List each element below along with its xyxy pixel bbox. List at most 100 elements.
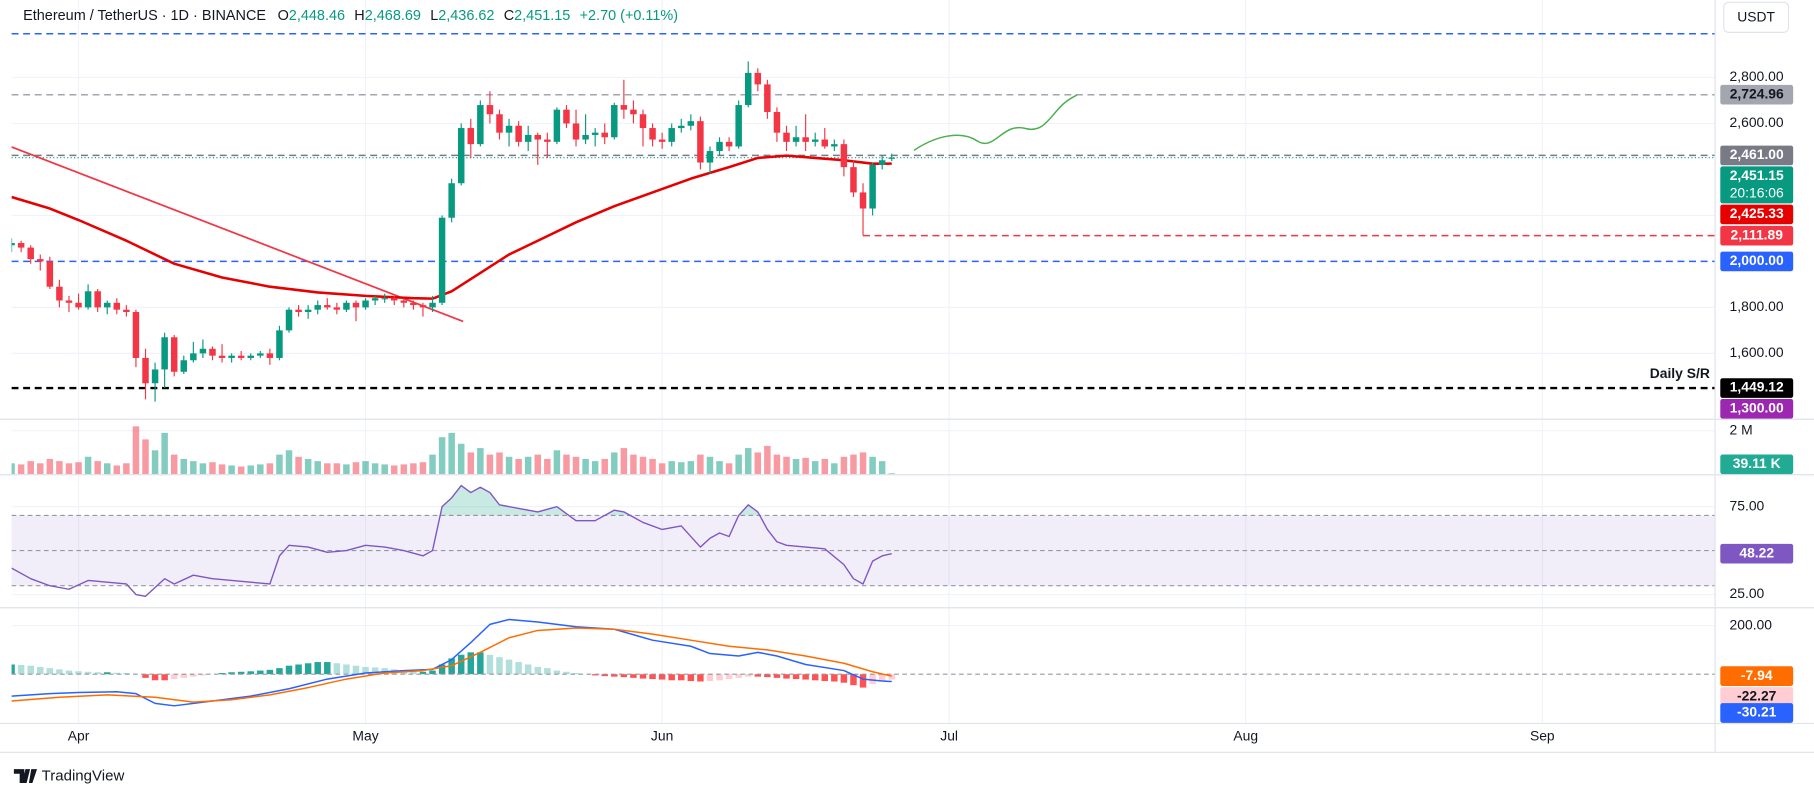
macd-histogram-bar xyxy=(362,666,369,675)
volume-bar xyxy=(620,448,628,475)
volume-bar xyxy=(65,463,73,475)
volume-pane xyxy=(11,426,895,475)
candle-body xyxy=(611,105,618,138)
x-tick-label: Jul xyxy=(940,727,958,743)
x-tick-label: Aug xyxy=(1233,727,1258,743)
macd-histogram-bar xyxy=(285,665,293,675)
volume-bar xyxy=(831,463,838,475)
macd-histogram-bar xyxy=(773,674,781,678)
volume-bar xyxy=(400,464,408,475)
candle-body xyxy=(257,353,264,356)
volume-bar xyxy=(170,454,178,475)
volume-bar xyxy=(104,463,111,475)
currency-button-frame[interactable] xyxy=(1723,1,1790,33)
volume-bar xyxy=(37,463,44,475)
macd-histogram-bar xyxy=(496,657,503,675)
price-label-box xyxy=(1720,399,1794,419)
volume-bar xyxy=(477,448,484,475)
symbol: Ethereum / TetherUS · 1D · BINANCE xyxy=(23,8,266,24)
volume-bar xyxy=(56,461,63,475)
macd-histogram-bar xyxy=(505,659,513,675)
macd-histogram-bar xyxy=(477,652,484,675)
macd-histogram-bar xyxy=(218,672,226,675)
volume-bar xyxy=(84,456,92,475)
candle-body xyxy=(419,305,427,308)
candle-body xyxy=(630,109,637,115)
candle-body xyxy=(304,309,312,312)
trendline xyxy=(11,146,464,323)
price-label: 2,461.00 xyxy=(1730,146,1784,162)
candle-body xyxy=(840,144,848,168)
price-label: 2,425.33 xyxy=(1730,205,1784,221)
macd-histogram-bar xyxy=(371,667,379,675)
candle-body xyxy=(678,125,685,129)
candle-body xyxy=(754,72,762,85)
price-label: -30.21 xyxy=(1737,704,1777,720)
volume-bar xyxy=(75,462,82,475)
currency-button[interactable]: USDT xyxy=(1723,1,1790,33)
volume-bar xyxy=(515,458,522,475)
candle-body xyxy=(716,141,723,152)
currency-button-label[interactable]: USDT xyxy=(1737,9,1775,25)
candle-body xyxy=(725,141,733,147)
candle-body xyxy=(888,157,895,159)
candle-body xyxy=(438,217,446,303)
volume-bar xyxy=(151,450,159,475)
macd-histogram-bar xyxy=(314,662,321,675)
ohlc-value: 2,448.46 xyxy=(289,8,345,24)
macd-histogram-bar xyxy=(410,671,417,675)
volume-bar xyxy=(11,463,15,475)
volume-bar xyxy=(467,452,475,475)
price-label: 39.11 K xyxy=(1733,455,1781,471)
price-label-box xyxy=(1720,145,1794,166)
candle-body xyxy=(410,302,417,306)
volume-bar xyxy=(544,458,551,475)
ohlc-value: 2,436.62 xyxy=(438,8,494,24)
candle-body xyxy=(668,128,675,142)
rsi-line xyxy=(11,484,892,597)
volume-bar xyxy=(553,450,561,475)
macd-histogram-bar xyxy=(11,664,15,675)
macd-histogram-bar xyxy=(438,664,446,675)
volume-bar xyxy=(716,461,723,475)
candle-body xyxy=(113,302,121,310)
volume-bar xyxy=(352,462,360,475)
volume-bar xyxy=(199,463,207,475)
volume-bar xyxy=(304,458,312,475)
macd-histogram-bar xyxy=(697,674,704,682)
volume-bar xyxy=(505,456,513,475)
volume-bar xyxy=(190,461,197,475)
candle-body xyxy=(65,300,73,303)
volume-bar xyxy=(457,443,465,475)
brand-name: TradingView xyxy=(42,768,125,785)
macd-histogram-bar xyxy=(170,674,178,680)
volume-bar xyxy=(324,463,331,475)
macd-histogram-bar xyxy=(840,674,848,683)
overbought-fill xyxy=(440,485,760,516)
macd-histogram-bar xyxy=(295,664,302,675)
macd-histogram-bar xyxy=(678,674,685,681)
volume-bar xyxy=(878,461,886,475)
volume-bar xyxy=(534,454,541,475)
rsi-pane xyxy=(11,484,1715,597)
symbol-header: Ethereum / TetherUS · 1D · BINANCE O2,448… xyxy=(23,8,678,24)
volume-bar xyxy=(582,458,589,475)
volume-bar xyxy=(429,454,436,475)
macd-histogram-bar xyxy=(161,674,168,681)
candle-body xyxy=(285,309,293,331)
macd-histogram-bar xyxy=(725,674,733,680)
price-label-box xyxy=(1720,166,1794,204)
volume-bar xyxy=(391,465,398,475)
volume-bar xyxy=(295,456,302,475)
volume-bar xyxy=(410,463,417,475)
ohlc-key: H xyxy=(354,8,364,24)
candle-body xyxy=(878,160,886,165)
ohlc-key: L xyxy=(430,8,438,24)
macd-histogram-bar xyxy=(276,668,283,675)
macd-histogram-bar xyxy=(324,662,331,675)
candle-body xyxy=(218,355,226,358)
candle-body xyxy=(362,300,369,308)
macd-histogram-bar xyxy=(735,674,742,678)
price-label-box xyxy=(1720,666,1794,686)
volume-bar xyxy=(611,452,618,475)
